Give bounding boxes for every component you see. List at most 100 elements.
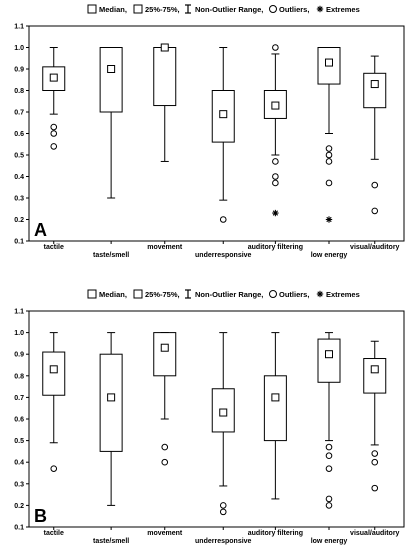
outlier-marker — [371, 484, 379, 492]
outlier-marker — [325, 179, 333, 187]
median-marker — [325, 58, 333, 67]
legend-range-icon — [185, 4, 191, 14]
outlier-marker — [325, 502, 333, 509]
outlier-marker — [272, 158, 279, 165]
legend-outlier-icon — [269, 5, 277, 13]
y-tick-label: 1.0 — [14, 330, 24, 337]
median-marker — [160, 43, 169, 52]
outlier-marker — [219, 216, 227, 223]
legend-extreme-icon — [316, 290, 324, 298]
outlier-marker — [50, 123, 58, 131]
legend-extremes-label: Extremes — [326, 290, 360, 299]
legend-range-label: Non-Outlier Range, — [195, 5, 263, 14]
x-category-label: taste/smell — [93, 538, 129, 545]
y-tick-label: 0.5 — [14, 153, 24, 160]
x-category-label: visual/auditory — [350, 530, 400, 537]
legend-outliers-label: Outliers, — [279, 290, 309, 299]
x-category-label: visual/auditory — [350, 244, 400, 251]
outlier-marker — [50, 465, 58, 472]
panel-label: A — [34, 220, 47, 240]
outlier-marker — [161, 458, 169, 466]
median-marker — [160, 343, 169, 352]
y-tick-label: 1.1 — [14, 24, 24, 31]
outlier-marker — [50, 143, 58, 150]
box-movement — [153, 43, 177, 162]
extreme-marker-stroke — [317, 6, 323, 12]
outlier-marker — [371, 181, 379, 189]
extreme-marker — [272, 209, 279, 217]
legend-iqr-label: 25%-75%, — [145, 5, 180, 14]
median-marker — [271, 393, 280, 402]
legend-extremes-label: Extremes — [326, 5, 360, 14]
median-marker — [107, 393, 116, 402]
box-auditory-filtering — [263, 332, 287, 500]
x-category-label: movement — [147, 530, 183, 537]
box-movement — [153, 332, 177, 466]
y-tick-label: 0.8 — [14, 373, 24, 380]
chart-panel-b: 0.1 0.2 0.3 0.4 0.5 0.6 0.7 0.8 0.9 1.0 1.1 Btactil… — [14, 309, 405, 545]
y-tick-label: 0.3 — [14, 196, 24, 203]
iqr-box — [42, 351, 66, 396]
x-category-label: taste/smell — [93, 252, 129, 259]
median-marker — [49, 73, 58, 82]
median-marker — [370, 80, 379, 89]
x-category-label: underresponsive — [195, 538, 252, 545]
y-tick-label: 0.5 — [14, 438, 24, 445]
legend-iqr-label: 25%-75%, — [145, 290, 180, 299]
y-tick-label: 0.7 — [14, 395, 24, 402]
y-tick-label: 0.9 — [14, 67, 24, 74]
outlier-marker — [219, 502, 227, 509]
box-low-energy — [317, 47, 341, 223]
iqr-box — [317, 338, 341, 383]
legend-range-icon — [185, 289, 191, 299]
outlier-marker — [371, 458, 379, 466]
box-visual-auditory — [363, 340, 387, 492]
y-tick-label: 0.4 — [14, 174, 24, 181]
outlier-marker — [325, 145, 333, 152]
box-auditory-filtering — [263, 44, 287, 217]
legend-median-icon — [87, 4, 97, 14]
legend-median-label: Median, — [99, 5, 127, 14]
median-marker — [271, 101, 280, 110]
y-tick-label: 0.3 — [14, 481, 24, 488]
y-tick-label: 0.2 — [14, 503, 24, 510]
outlier-marker — [272, 44, 279, 51]
outlier-marker — [325, 495, 333, 503]
legend-outlier-icon — [269, 290, 277, 298]
iqr-box — [99, 47, 123, 113]
y-tick-label: 0.6 — [14, 417, 24, 424]
median-marker — [219, 408, 228, 417]
x-category-label: movement — [147, 244, 183, 251]
legend-median-label: Median, — [99, 290, 127, 299]
box-taste-smell — [99, 47, 123, 199]
box-low-energy — [317, 332, 341, 509]
y-tick-label: 1.1 — [14, 309, 24, 316]
x-category-label: auditory filtering — [248, 244, 303, 251]
iqr-box — [153, 47, 177, 107]
iqr-box — [363, 72, 387, 109]
extreme-marker — [325, 216, 333, 223]
y-tick-label: 0.9 — [14, 352, 24, 359]
legend: Median, 25%-75%, Non-Outlier Range, Outlier… — [87, 289, 360, 299]
y-tick-label: 1.0 — [14, 45, 24, 52]
median-marker — [325, 350, 333, 359]
box-tactile — [42, 332, 66, 472]
iqr-box — [363, 358, 387, 394]
median-marker — [49, 365, 58, 374]
x-category-label: low energy — [311, 538, 348, 545]
iqr-box — [263, 375, 287, 442]
median-marker — [370, 365, 379, 374]
x-category-label: tactile — [44, 244, 64, 251]
outlier-marker — [219, 508, 227, 516]
x-category-label: tactile — [44, 530, 64, 537]
box-underresponsive — [211, 47, 235, 223]
outlier-marker — [50, 130, 58, 137]
legend-iqr-icon — [133, 4, 143, 14]
legend-iqr-icon — [133, 289, 143, 299]
y-tick-label: 0.4 — [14, 460, 24, 467]
x-category-label: underresponsive — [195, 252, 252, 259]
outlier-marker — [325, 151, 333, 159]
outlier-marker — [371, 207, 379, 215]
panel-label: B — [34, 506, 47, 526]
